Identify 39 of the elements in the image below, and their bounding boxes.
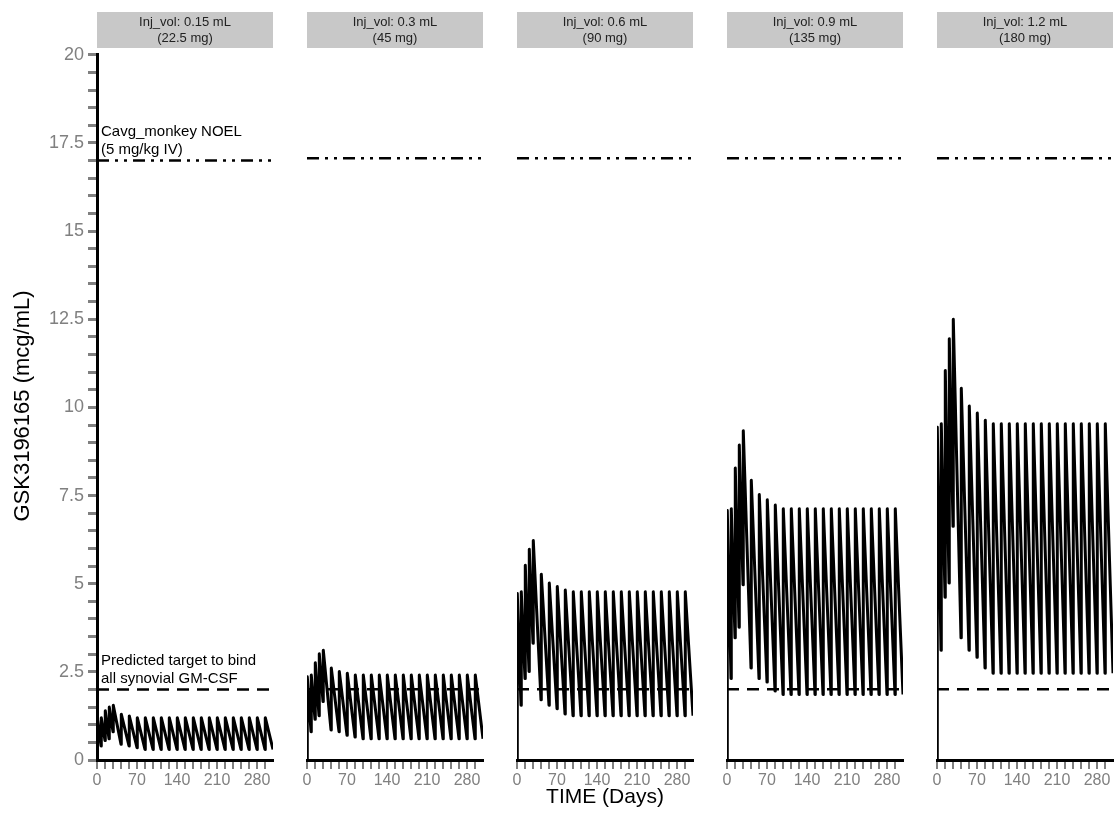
x-tick-label: 210: [413, 771, 441, 789]
x-tick-label: 140: [163, 771, 191, 789]
x-tick-label: 70: [968, 771, 986, 789]
x-tick-label: 0: [92, 771, 102, 789]
chart-title: Inj_vol: 1.2 mL (180 mg): [937, 12, 1113, 48]
x-tick-label: 0: [932, 771, 942, 789]
y-tick-label: 7.5: [58, 484, 84, 505]
x-tick-label: 210: [833, 771, 861, 789]
x-tick-label: 140: [793, 771, 821, 789]
y-tick-label: 17.5: [48, 131, 84, 152]
y-tick-label: 15: [63, 220, 84, 241]
chart-title: Inj_vol: 0.3 mL (45 mg): [307, 12, 483, 48]
y-tick-label: 12.5: [48, 308, 84, 329]
x-tick-label: 70: [758, 771, 776, 789]
y-tick-label: 5: [73, 572, 84, 593]
chart-title: Inj_vol: 0.9 mL (135 mg): [727, 12, 903, 48]
x-tick-label: 0: [512, 771, 522, 789]
ref-line-label: Predicted target to bind all synovial GM-CSF: [101, 651, 257, 687]
x-tick-label: 0: [722, 771, 732, 789]
chart-title: Inj_vol: 0.15 mL (22.5 mg): [97, 12, 273, 48]
x-tick-label: 70: [338, 771, 356, 789]
y-tick-label: 20: [63, 43, 84, 64]
x-tick-label: 70: [128, 771, 146, 789]
y-tick-label: 0: [73, 748, 84, 769]
x-tick-label: 210: [203, 771, 231, 789]
x-tick-label: 140: [1003, 771, 1031, 789]
ref-line-label: Cavg_monkey NOEL (5 mg/kg IV): [101, 122, 242, 158]
y-tick-label: 10: [63, 396, 84, 417]
y-axis-title: GSK3196165 (mcg/mL): [9, 290, 35, 522]
x-tick-label: 0: [302, 771, 312, 789]
x-tick-label: 280: [1083, 771, 1111, 789]
x-tick-label: 140: [373, 771, 401, 789]
x-tick-label: 280: [873, 771, 901, 789]
x-tick-label: 280: [453, 771, 481, 789]
chart-title: Inj_vol: 0.6 mL (90 mg): [517, 12, 693, 48]
x-tick-label: 280: [663, 771, 691, 789]
x-tick-label: 210: [1043, 771, 1071, 789]
y-tick-label: 2.5: [58, 660, 84, 681]
x-tick-label: 280: [243, 771, 271, 789]
